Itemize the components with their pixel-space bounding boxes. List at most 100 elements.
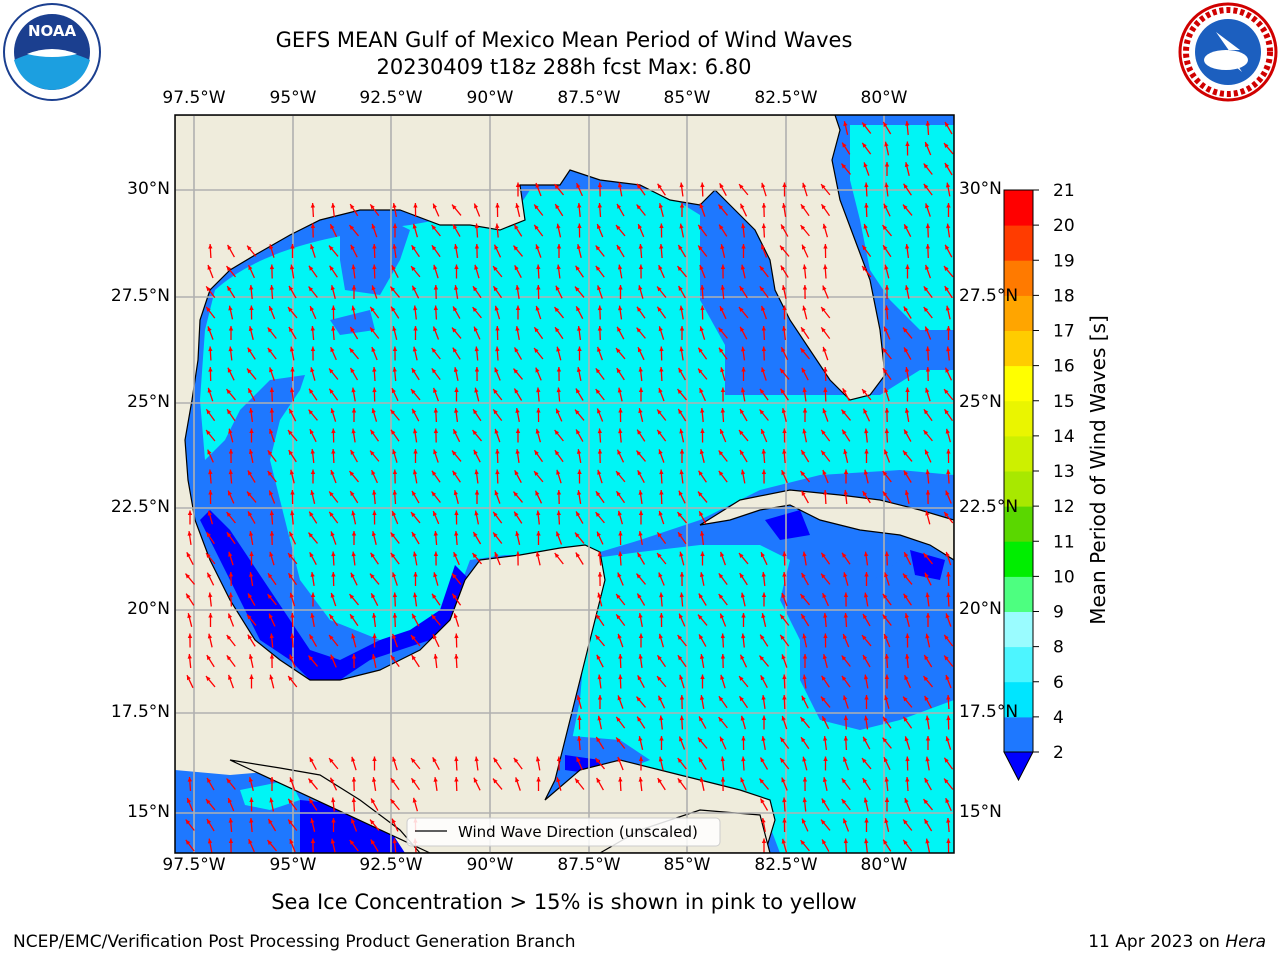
wind-arrow-head	[267, 450, 273, 456]
wind-arrow-head	[925, 326, 930, 332]
wind-arrow-head	[945, 675, 950, 680]
wind-arrow-head	[536, 387, 541, 393]
wind-arrow-head	[946, 449, 951, 454]
wind-arrow-head	[575, 286, 580, 292]
wind-arrow-head	[371, 408, 376, 414]
sea-ice-note: Sea Ice Concentration > 15% is shown in …	[271, 890, 857, 914]
wind-arrow-head	[411, 758, 416, 763]
wind-arrow-head	[802, 182, 807, 188]
wind-arrow-head	[821, 450, 826, 456]
wind-arrow-head	[454, 756, 459, 762]
wind-arrow-head	[392, 449, 397, 455]
wind-arrow-head	[944, 655, 949, 661]
wind-arrow-head	[781, 347, 786, 353]
wind-arrow-head	[554, 307, 560, 312]
lon-label-top: 97.5°W	[162, 88, 226, 108]
wind-arrow-head	[208, 367, 213, 372]
wind-arrow-head	[308, 286, 314, 292]
wind-arrow-head	[536, 510, 541, 516]
wind-arrow-head	[616, 614, 621, 620]
wind-arrow-head	[329, 388, 334, 394]
wind-arrow-head	[884, 634, 888, 639]
wind-arrow-head	[597, 551, 602, 557]
lon-label-top: 95°W	[269, 88, 317, 108]
wind-arrow-head	[411, 389, 416, 394]
wind-arrow-head	[781, 715, 786, 721]
wind-arrow-head	[452, 593, 457, 599]
wind-arrow-head	[638, 367, 643, 372]
wind-arrow-head	[720, 551, 725, 557]
wind-arrow-head	[679, 428, 684, 434]
wind-arrow-head	[700, 408, 705, 413]
colorbar-segment	[1004, 225, 1033, 261]
wind-arrow-head	[597, 182, 603, 187]
wind-arrow-head	[761, 736, 766, 741]
wind-arrow-head	[923, 183, 929, 189]
wind-arrow-head	[267, 471, 273, 476]
wind-arrow-head	[616, 491, 621, 497]
wind-arrow-head	[228, 838, 234, 843]
wind-arrow-head	[433, 531, 438, 536]
wind-arrow-head	[227, 244, 232, 250]
wind-arrow-head	[330, 347, 335, 353]
wind-arrow-head	[290, 510, 295, 516]
wind-arrow-head	[596, 654, 601, 660]
wind-arrow-head	[925, 449, 929, 455]
wind-arrow-head	[699, 695, 705, 700]
wind-arrow-head	[760, 798, 765, 804]
wind-arrow-head	[924, 819, 929, 824]
wind-arrow-head	[903, 573, 908, 579]
wind-arrow-head	[760, 634, 765, 640]
wind-arrow-head	[800, 594, 806, 599]
colorbar: 2 4 6 8 9 10 11 12 13 14 15 16 17 18 19 20 21	[1003, 181, 1075, 782]
wind-arrow-head	[637, 552, 642, 558]
wind-arrow-head	[720, 674, 725, 680]
wind-arrow-head	[310, 326, 315, 331]
wind-arrow-head	[638, 756, 644, 761]
wind-arrow-head	[720, 429, 724, 434]
wind-arrow-head	[700, 674, 705, 679]
wind-arrow-head	[597, 695, 603, 700]
wind-arrow-head	[638, 244, 643, 249]
wind-arrow-head	[392, 367, 397, 372]
wind-arrow-head	[843, 449, 848, 455]
wind-arrow-head	[392, 326, 397, 332]
wind-arrow-head	[616, 716, 621, 722]
wind-arrow-head	[329, 368, 334, 374]
wind-arrow-head	[206, 306, 211, 312]
wind-arrow-head	[350, 572, 355, 578]
wind-arrow-head	[720, 777, 726, 782]
wind-arrow-head	[371, 593, 376, 599]
wind-arrow-head	[884, 654, 889, 659]
wind-arrow-head	[946, 326, 951, 331]
wind-arrow-head	[453, 613, 458, 619]
wind-arrow-head	[904, 675, 909, 681]
wind-arrow-head	[515, 305, 521, 310]
colorbar-segment	[1004, 611, 1033, 648]
wind-arrow-head	[679, 223, 684, 229]
wind-arrow-head	[392, 756, 397, 762]
wind-arrow-head	[289, 285, 294, 291]
wind-arrow-head	[535, 305, 540, 311]
wind-arrow-head	[905, 777, 910, 782]
wind-arrow-head	[269, 367, 274, 373]
wind-arrow-head	[249, 305, 254, 310]
colorbar-tick-label: 10	[1053, 567, 1075, 587]
wind-arrow-head	[782, 326, 787, 331]
wind-arrow-head	[391, 265, 396, 271]
wind-arrow-head	[351, 797, 356, 803]
wind-arrow-head	[905, 244, 910, 249]
colorbar-segment	[1004, 471, 1033, 507]
wind-arrow-head	[864, 695, 869, 700]
wind-arrow-head	[431, 225, 437, 230]
wind-arrow-head	[903, 470, 908, 476]
wind-arrow-head	[288, 798, 293, 804]
wind-arrow-head	[249, 818, 254, 823]
wind-arrow-head	[801, 695, 806, 701]
wind-arrow-head	[780, 614, 785, 620]
wind-arrow-head	[371, 223, 376, 229]
wind-arrow-head	[945, 613, 950, 619]
wind-arrow-head	[247, 368, 252, 374]
wind-wave-direction-legend: Wind Wave Direction (unscaled)	[406, 817, 721, 847]
wind-arrow-head	[185, 573, 191, 579]
